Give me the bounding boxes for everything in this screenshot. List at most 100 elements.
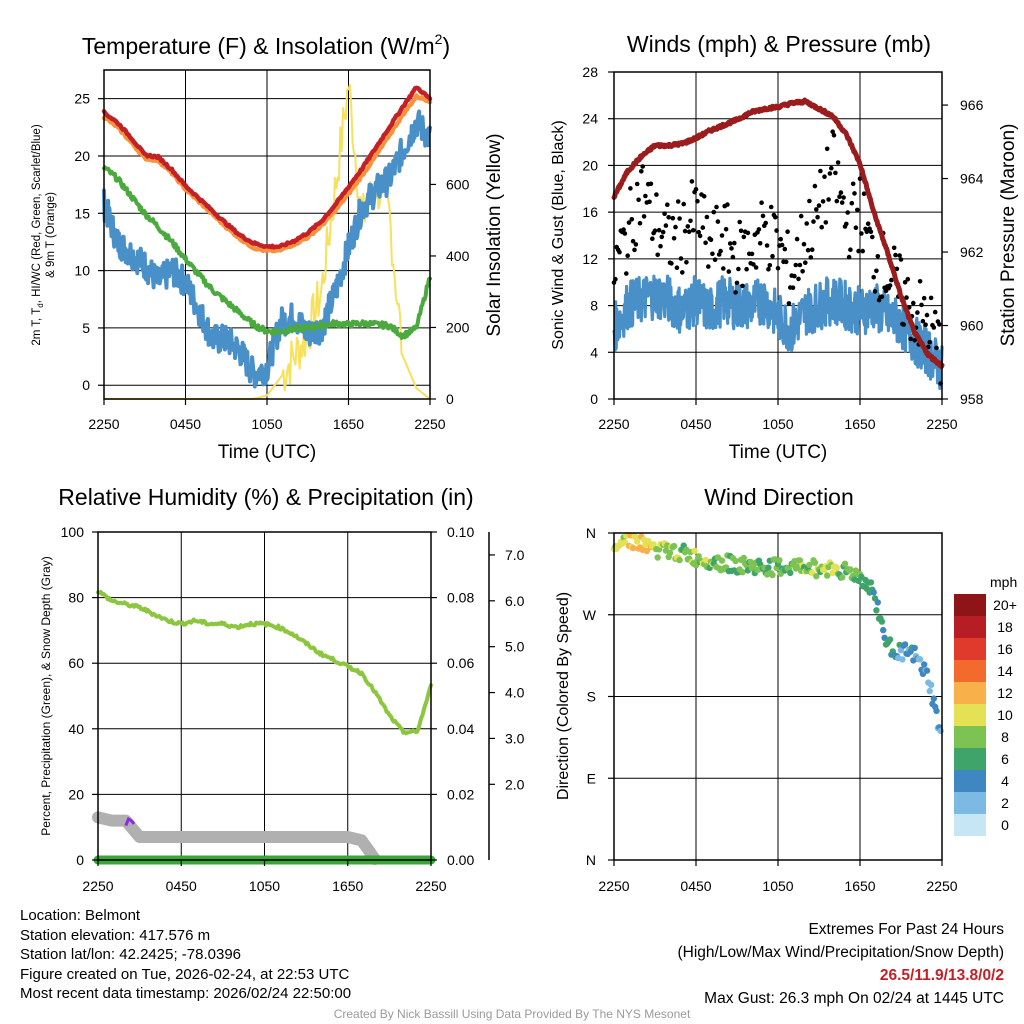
gust-point	[773, 214, 778, 220]
gust-point	[671, 236, 677, 241]
gust-point	[829, 165, 834, 171]
gust-point	[732, 240, 737, 246]
extremes-subtitle: (High/Low/Max Wind/Precipitation/Snow De…	[677, 944, 1005, 961]
gust-point	[786, 301, 792, 306]
gust-point	[738, 228, 744, 234]
legend-label: 2	[1001, 795, 1009, 811]
gust-point	[889, 277, 894, 283]
gust-point	[928, 295, 934, 301]
gust-point	[711, 209, 717, 215]
gust-point	[915, 310, 920, 315]
gust-point	[629, 217, 635, 222]
gust-point	[737, 219, 742, 225]
gust-point	[768, 204, 774, 210]
gust-point	[714, 204, 719, 210]
gust-point	[708, 237, 714, 243]
gust-point	[785, 229, 790, 234]
y-tick-label: 100	[61, 524, 85, 540]
y-tick-label: 0	[76, 852, 84, 868]
gust-point	[628, 186, 633, 191]
direction-point	[874, 599, 881, 606]
gust-point	[902, 280, 908, 285]
gust-point	[721, 266, 726, 271]
legend-label: 4	[1001, 773, 1009, 789]
gust-point	[865, 221, 871, 226]
snow-depth-tick-label: 2.0	[505, 776, 525, 792]
extremes-values: 26.5/11.9/13.8/0/2	[879, 967, 1004, 984]
gust-point	[783, 259, 789, 265]
gust-point	[665, 202, 670, 207]
gust-point	[774, 228, 779, 233]
direction-point	[787, 569, 794, 577]
gust-point	[733, 290, 738, 295]
gust-point	[662, 211, 667, 216]
gust-point	[715, 219, 721, 224]
y-tick-label: S	[587, 689, 596, 705]
gust-point	[798, 213, 804, 219]
gust-point	[871, 274, 876, 280]
direction-point	[811, 559, 819, 566]
legend-swatch	[954, 638, 986, 660]
direction-point	[901, 641, 909, 648]
windchill-line	[102, 109, 432, 389]
gust-point	[632, 247, 637, 253]
gust-point	[655, 252, 660, 258]
direction-point	[739, 569, 746, 576]
gust-point	[778, 236, 783, 242]
svg-text:& 9m T (Orange): & 9m T (Orange)	[45, 192, 57, 278]
gust-point	[904, 295, 909, 300]
x-tick-label: 1650	[844, 878, 875, 894]
y-tick-label: E	[587, 770, 596, 786]
humidity-title: Relative Humidity (%) & Precipitation (i…	[58, 484, 473, 510]
direction-point	[695, 553, 702, 560]
station-latlon: Station lat/lon: 42.2425; -78.0396	[20, 946, 242, 963]
gust-point	[759, 200, 764, 205]
y-tick-label: 8	[590, 298, 598, 314]
gust-point	[625, 253, 630, 258]
wind-direction-points	[610, 531, 944, 734]
gust-point	[706, 264, 711, 269]
humidity-gridlines	[98, 531, 431, 861]
gust-point	[729, 246, 734, 251]
gust-point	[744, 266, 749, 272]
gust-point	[727, 241, 733, 246]
gust-point	[630, 238, 636, 244]
direction-point	[886, 636, 894, 643]
gust-point	[898, 257, 904, 262]
gust-point	[834, 198, 840, 204]
gust-point	[763, 220, 768, 226]
gust-point	[624, 271, 629, 276]
legend-swatch	[954, 682, 986, 704]
gust-point	[833, 170, 838, 176]
gust-point	[726, 269, 732, 274]
gust-point	[639, 169, 644, 174]
legend-label: 20+	[993, 597, 1017, 613]
direction-point	[654, 554, 661, 561]
y-tick-label: N	[586, 525, 596, 541]
gust-point	[622, 231, 628, 236]
direction-point	[833, 564, 840, 572]
recent-timestamp: Most recent data timestamp: 2026/02/24 2…	[20, 985, 352, 1002]
gust-point	[740, 283, 745, 289]
insolation-ylabel: Solar Insolation (Yellow)	[484, 133, 505, 336]
wind-direction-title: Wind Direction	[704, 484, 854, 510]
gust-point	[710, 251, 715, 257]
x-tick-label: 2250	[415, 878, 446, 894]
gust-point	[815, 214, 820, 220]
y-tick-label: 60	[68, 655, 84, 671]
temperature-title: Temperature (F) & Insolation (W/m2)	[82, 31, 450, 59]
pressure-line	[611, 97, 945, 370]
winds-panel: Winds (mph) & Pressure (mb) 0 4 8 12 16 20 24 2…	[550, 31, 1019, 463]
gust-point	[658, 243, 663, 249]
gust-point	[861, 191, 867, 196]
gust-point	[820, 199, 826, 204]
gust-point	[931, 325, 937, 330]
y-right-tick-label: 0	[446, 391, 454, 407]
legend-swatch	[954, 748, 986, 770]
snow-depth-tick-label: 4.0	[505, 685, 525, 701]
y-tick-label: 10	[74, 263, 90, 279]
gust-point	[852, 191, 857, 196]
sonic-wind-line	[612, 274, 944, 390]
gust-point	[696, 229, 701, 235]
